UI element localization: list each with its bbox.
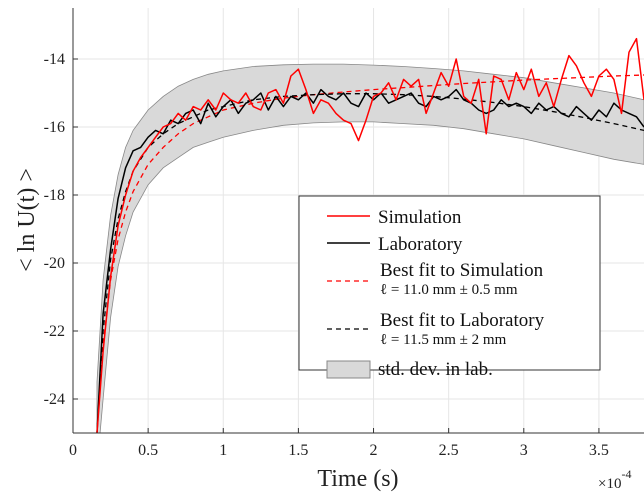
legend-box xyxy=(298,195,601,371)
y-tick-label-0: -24 xyxy=(44,391,65,408)
x-tick-label-4: 2 xyxy=(370,442,378,459)
y-tick-label-3: -18 xyxy=(44,187,65,204)
y-tick-label-1: -22 xyxy=(44,323,65,340)
std-dev-band-area xyxy=(96,63,644,433)
legend-label-simulation: Simulation xyxy=(378,207,462,228)
y-tick-label-4: -16 xyxy=(44,119,65,136)
std-dev-band xyxy=(96,63,644,433)
legend-sublabel-fit-simulation: ℓ = 11.0 mm ± 0.5 mm xyxy=(380,282,518,298)
legend-sublabel-fit-laboratory: ℓ = 11.5 mm ± 2 mm xyxy=(380,332,507,348)
x-tick-label-1: 0.5 xyxy=(138,442,158,459)
x-multiplier-exponent: -4 xyxy=(621,467,631,481)
axes xyxy=(72,8,644,434)
x-multiplier: ×10-4 xyxy=(598,467,631,492)
x-tick-label-0: 0 xyxy=(69,442,77,459)
legend-label-fit-laboratory: Best fit to Laboratory xyxy=(380,310,545,331)
series-line-fit-simulation xyxy=(96,74,644,433)
x-tick-label-7: 3.5 xyxy=(589,442,609,459)
legend-label-fit-simulation: Best fit to Simulation xyxy=(380,260,544,281)
x-tick-label-3: 1.5 xyxy=(288,442,308,459)
series-lines xyxy=(96,37,644,433)
legend: Simulation Laboratory Best fit to Simula… xyxy=(298,195,601,380)
y-tick-label-2: -20 xyxy=(44,255,65,272)
x-tick-label-6: 3 xyxy=(520,442,528,459)
x-axis-label: Time (s) xyxy=(317,466,398,492)
series-line-laboratory xyxy=(96,88,644,433)
y-tick-label-5: -14 xyxy=(44,51,65,68)
x-multiplier-base: ×10 xyxy=(598,476,621,492)
y-axis-label: < ln U(t) > xyxy=(14,168,40,272)
tick-labels: 0 0.5 1 1.5 2 2.5 3 3.5 -24 -22 -20 -18 -16 -14 xyxy=(44,51,609,459)
legend-swatch-std-dev xyxy=(326,360,371,379)
x-tick-label-5: 2.5 xyxy=(439,442,459,459)
series-line-simulation xyxy=(96,37,644,433)
series-line-fit-laboratory xyxy=(96,93,644,433)
legend-label-laboratory: Laboratory xyxy=(378,234,463,255)
x-tick-label-2: 1 xyxy=(219,442,227,459)
legend-label-std-dev: std. dev. in lab. xyxy=(378,359,493,380)
